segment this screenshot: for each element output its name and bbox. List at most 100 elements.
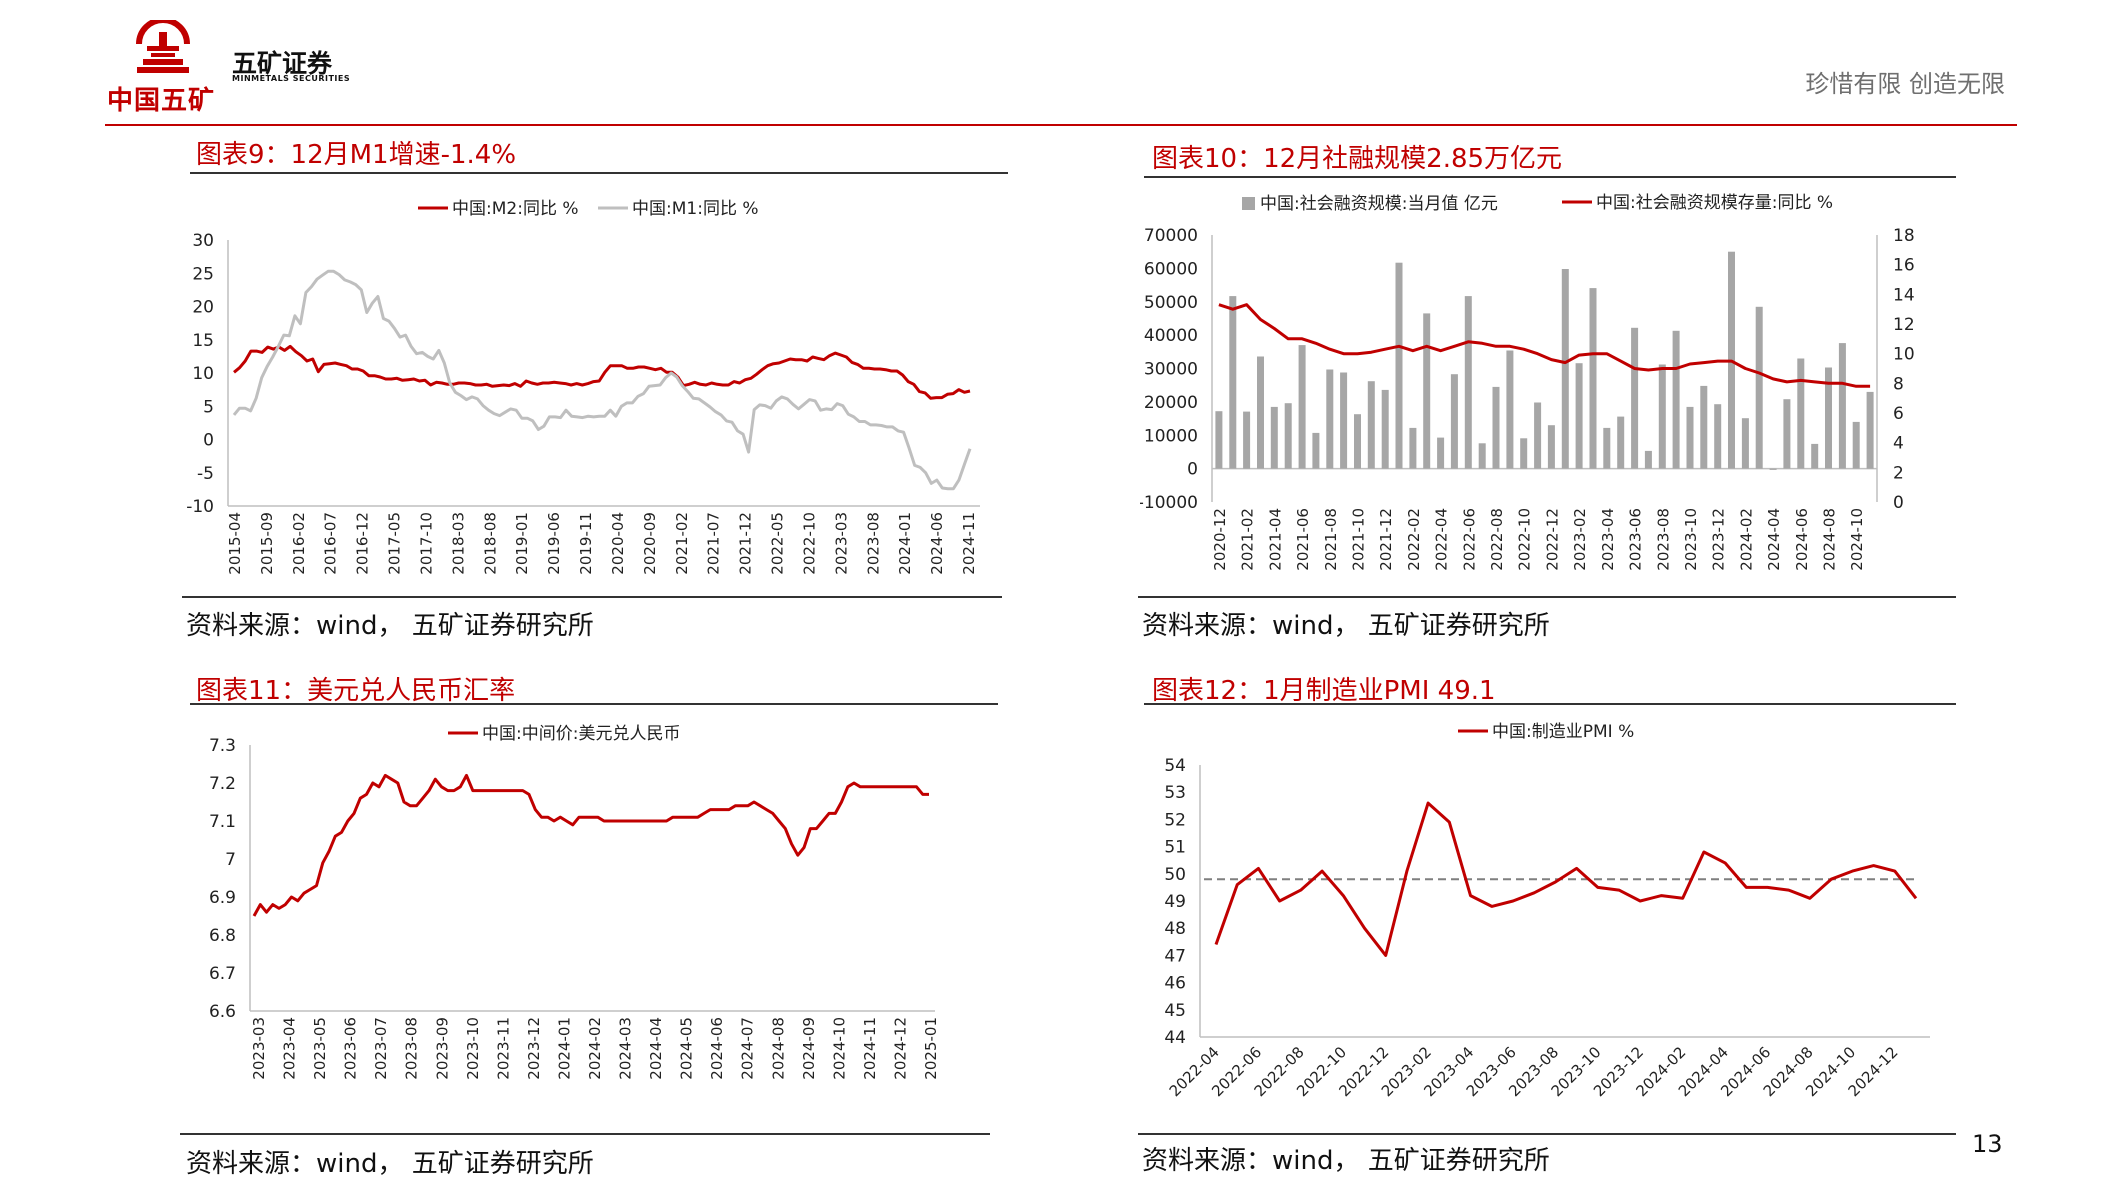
x-tick-label: 2023-10 [1682, 508, 1700, 571]
y-tick-label: -10 [186, 497, 214, 517]
x-tick-label: 2018-03 [449, 512, 467, 575]
x-tick-label: 2024-10 [1848, 508, 1866, 571]
bar [1520, 438, 1527, 468]
x-tick-label: 2023-02 [1571, 508, 1589, 571]
legend-usdcny-label: 中国:中间价:美元兑人民币 [482, 724, 680, 744]
chart10-source-rule [1138, 596, 1956, 598]
y-tick-label: 20 [192, 298, 214, 318]
x-tick-label: 2017-10 [417, 512, 435, 575]
bar [1326, 370, 1333, 469]
slogan: 珍惜有限 创造无限 [1805, 64, 2005, 99]
y-tick-label: 15 [192, 331, 214, 351]
x-tick-label: 2024-05 [678, 1017, 696, 1080]
x-tick-label: 2023-03 [832, 512, 850, 575]
x-tick-label: 2023-04 [1599, 508, 1617, 571]
bar [1368, 381, 1375, 468]
bar [1534, 403, 1541, 469]
x-tick-label: 2016-12 [354, 512, 372, 575]
x-tick-label: 2024-02 [1737, 508, 1755, 571]
bar [1839, 343, 1846, 469]
y-right-tick-label: 10 [1893, 345, 1915, 365]
x-tick-label: 2021-02 [1239, 508, 1257, 571]
x-tick-label: 2024-06 [1793, 508, 1811, 571]
x-tick-label: 2024-09 [800, 1017, 818, 1080]
bar [1229, 296, 1236, 469]
bar [1243, 412, 1250, 469]
y-tick-label: 25 [192, 264, 214, 284]
bar [1312, 433, 1319, 469]
y-tick-label: 5 [203, 397, 214, 417]
x-tick-label: 2023-05 [311, 1017, 329, 1080]
chart11-title: 图表11：美元兑人民币汇率 [196, 670, 515, 707]
x-tick-label: 2020-04 [609, 512, 627, 575]
x-tick-label: 2022-04 [1433, 508, 1451, 571]
x-tick-label: 2019-11 [577, 512, 595, 575]
chart10-social-financing: 700006000050000400003000020000100000-100… [1140, 180, 1960, 590]
chart11-source-rule [180, 1133, 990, 1135]
x-tick-label: 2024-10 [830, 1017, 848, 1080]
y-right-tick-label: 18 [1893, 226, 1915, 246]
bar [1479, 443, 1486, 468]
x-tick-label: 2023-12 [1710, 508, 1728, 571]
bar [1340, 373, 1347, 469]
y-right-tick-label: 0 [1893, 493, 1904, 513]
x-tick-label: 2023-07 [372, 1017, 390, 1080]
x-tick-label: 2023-08 [1654, 508, 1672, 571]
y-left-tick-label: 50000 [1144, 293, 1198, 313]
bar [1215, 411, 1222, 468]
y-right-tick-label: 4 [1893, 434, 1904, 454]
y-right-tick-label: 6 [1893, 404, 1904, 424]
x-tick-label: 2018-08 [481, 512, 499, 575]
x-tick-label: 2024-11 [861, 1017, 879, 1080]
y-tick-label: 45 [1164, 1001, 1186, 1021]
x-tick-label: 2024-12 [891, 1017, 909, 1080]
bar [1783, 399, 1790, 468]
series-line-m1 [234, 271, 970, 488]
x-tick-label: 2021-08 [1322, 508, 1340, 571]
x-tick-label: 2024-02 [586, 1017, 604, 1080]
chart10-source: 资料来源：wind， 五矿证券研究所 [1142, 605, 1550, 642]
bar [1645, 451, 1652, 469]
y-tick-label: 7 [225, 850, 236, 870]
x-tick-label: 2015-04 [226, 512, 244, 575]
bar [1257, 357, 1264, 469]
chart11-source: 资料来源：wind， 五矿证券研究所 [186, 1143, 594, 1180]
bar [1687, 407, 1694, 469]
x-tick-label: 2024-04 [1765, 508, 1783, 571]
x-tick-label: 2021-04 [1266, 508, 1284, 571]
y-left-tick-label: 40000 [1144, 326, 1198, 346]
x-tick-label: 2021-07 [705, 512, 723, 575]
chart9-source-rule [182, 596, 1002, 598]
y-tick-label: 54 [1164, 756, 1186, 776]
bar [1548, 425, 1555, 468]
bar [1673, 331, 1680, 469]
y-tick-label: 6.8 [209, 926, 236, 946]
bar [1299, 345, 1306, 469]
x-tick-label: 2021-12 [737, 512, 755, 575]
y-tick-label: 47 [1164, 946, 1186, 966]
y-tick-label: 30 [192, 231, 214, 251]
x-tick-label: 2024-06 [708, 1017, 726, 1080]
y-right-tick-label: 14 [1893, 285, 1915, 305]
bar [1493, 387, 1500, 469]
x-tick-label: 2016-07 [322, 512, 340, 575]
header-divider [105, 124, 2017, 126]
minmetals-emblem-icon [133, 20, 193, 78]
chart11-title-rule [190, 703, 998, 705]
x-tick-label: 2017-05 [386, 512, 404, 575]
bar [1811, 444, 1818, 469]
legend-bar-label: 中国:社会融资规模:当月值 亿元 [1260, 194, 1498, 214]
x-tick-label: 2023-09 [433, 1017, 451, 1080]
x-tick-label: 2021-12 [1377, 508, 1395, 571]
y-tick-label: 48 [1164, 919, 1186, 939]
x-tick-label: 2022-12 [1543, 508, 1561, 571]
x-tick-label: 2024-08 [769, 1017, 787, 1080]
bar [1382, 390, 1389, 469]
x-tick-label: 2021-02 [673, 512, 691, 575]
x-tick-label: 2024-06 [928, 512, 946, 575]
y-right-tick-label: 16 [1893, 256, 1915, 276]
bar [1617, 417, 1624, 469]
y-tick-label: 10 [192, 364, 214, 384]
group-logo-text: 中国五矿 [107, 80, 215, 117]
x-tick-label: 2023-06 [342, 1017, 360, 1080]
